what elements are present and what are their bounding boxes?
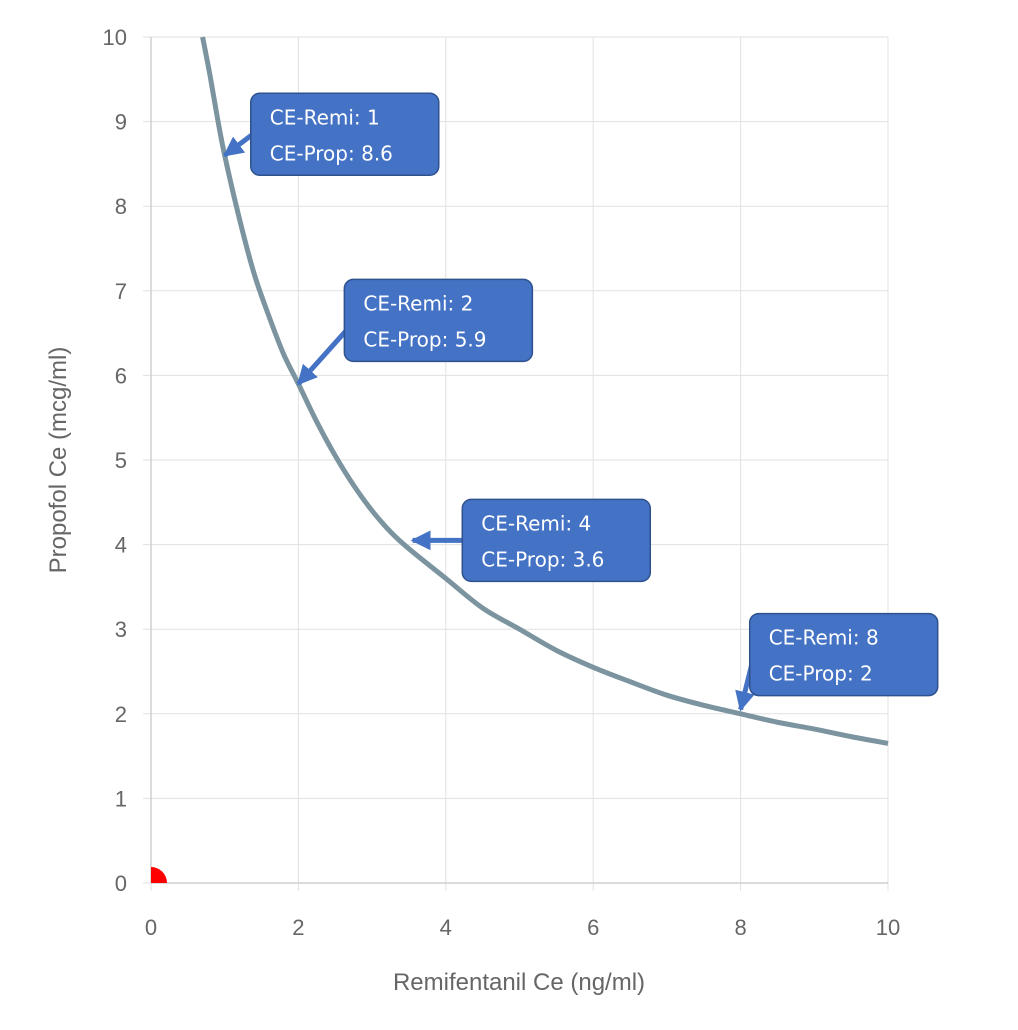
annotation-callout: CE-Remi: 2 CE-Prop: 5.9: [296, 278, 534, 386]
series-layer: [200, 36, 889, 746]
annotation-remi-label: CE-Remi: 4: [481, 511, 591, 535]
y-tick-label: 0: [115, 871, 127, 896]
y-tick-label: 2: [115, 702, 127, 727]
x-tick-label: 0: [145, 915, 157, 940]
current-point-marker: [151, 867, 167, 883]
annotation-box: [250, 92, 440, 177]
annotation-prop-label: CE-Prop: 3.6: [481, 547, 604, 571]
y-tick-label: 9: [115, 110, 127, 135]
y-tick-label: 1: [115, 786, 127, 811]
annotation-remi-label: CE-Remi: 2: [363, 291, 473, 315]
annotation-prop-label: CE-Prop: 5.9: [363, 327, 486, 351]
annotation-box: [343, 278, 534, 363]
annotation-prop-label: CE-Prop: 8.6: [270, 141, 393, 165]
annotation-arrow: [223, 132, 255, 158]
annotation-callout: CE-Remi: 4 CE-Prop: 3.6: [410, 498, 652, 583]
axes: [150, 37, 888, 884]
y-tick-label: 4: [115, 533, 127, 558]
annotation-remi-label: CE-Remi: 8: [769, 626, 879, 650]
annotation-box: [748, 612, 939, 697]
series-line: [200, 36, 889, 746]
y-tick-label: 5: [115, 448, 127, 473]
annotations-layer: CE-Remi: 1 CE-Prop: 8.6 CE-Remi: 2 CE-Prop:…: [223, 92, 939, 712]
y-tick-label: 3: [115, 617, 127, 642]
y-tick-label: 10: [103, 25, 127, 50]
x-tick-label: 10: [876, 915, 900, 940]
y-tick-label: 7: [115, 279, 127, 304]
y-tick-label: 6: [115, 363, 127, 388]
x-tick-label: 8: [734, 915, 746, 940]
annotation-callout: CE-Remi: 8 CE-Prop: 2: [735, 612, 939, 712]
x-tick-labels: 0 2 4 6 8 10: [145, 915, 900, 940]
annotation-prop-label: CE-Prop: 2: [769, 662, 873, 686]
x-tick-label: 6: [587, 915, 599, 940]
y-axis-title: Propofol Ce (mcg/ml): [45, 347, 72, 574]
y-tick-label: 8: [115, 194, 127, 219]
x-axis-title: Remifentanil Ce (ng/ml): [393, 969, 645, 996]
annotation-remi-label: CE-Remi: 1: [270, 105, 380, 129]
annotation-box: [461, 498, 652, 583]
x-tick-label: 2: [292, 915, 304, 940]
y-tick-labels: 0 1 2 3 4 5 6 7 8 9 10: [103, 25, 127, 896]
annotation-arrow: [296, 328, 349, 386]
x-tick-label: 4: [440, 915, 452, 940]
marker-layer: [151, 867, 167, 883]
annotation-callout: CE-Remi: 1 CE-Prop: 8.6: [223, 92, 440, 177]
